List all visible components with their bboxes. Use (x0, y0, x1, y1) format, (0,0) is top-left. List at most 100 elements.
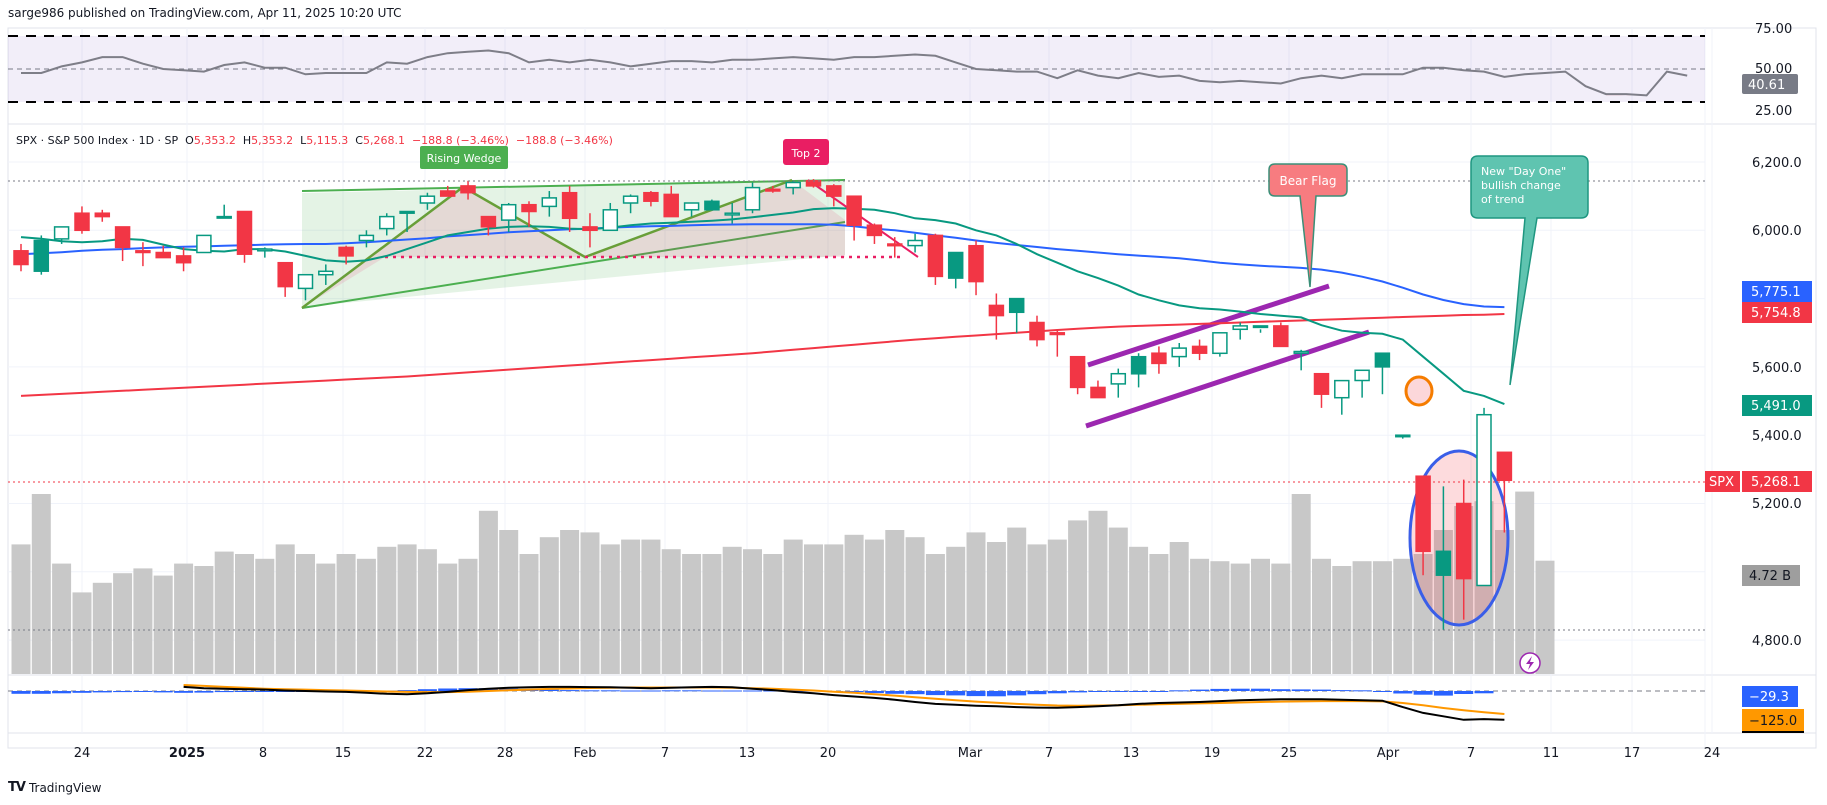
candle (622, 194, 639, 214)
ma-mid-line (20, 223, 1505, 309)
x-tick-label: 19 (1204, 746, 1221, 761)
candle (602, 202, 619, 232)
ma-mid-price-badge: 5,775.1 (1742, 281, 1812, 302)
x-tick-label: 15 (335, 746, 352, 761)
candle-body (13, 250, 29, 266)
x-tick-label: Feb (573, 746, 596, 761)
candle (704, 199, 720, 211)
volume-bar (397, 544, 417, 674)
volume-bar (153, 575, 173, 674)
gap-down-circle[interactable] (1404, 375, 1434, 407)
macd-histogram-bar (560, 690, 580, 692)
candle-body (846, 195, 862, 226)
candle (114, 226, 131, 262)
candle-body (1049, 332, 1066, 336)
macd-histogram-bar (153, 691, 173, 693)
candle (1354, 369, 1370, 398)
candle (277, 261, 293, 297)
volume-bar (11, 544, 31, 674)
candle (419, 192, 436, 210)
price-axis[interactable]: 75.00 50.00 25.00 40.61 6,200.0 6,000.0 … (1705, 22, 1812, 733)
svg-text:5,268.1: 5,268.1 (1751, 475, 1801, 490)
top2-label[interactable]: Top 2 (783, 139, 829, 165)
volume-bar (763, 554, 783, 674)
candle (1232, 322, 1248, 340)
svg-text:5,754.8: 5,754.8 (1751, 306, 1801, 321)
candle-body (1069, 355, 1086, 389)
candle-body (521, 203, 537, 213)
tradingview-brand: TradingView (28, 780, 102, 795)
lightning-event-icon[interactable] (1519, 652, 1541, 674)
price-tick-6000: 6,000.0 (1752, 224, 1802, 239)
volume-bar (743, 549, 762, 674)
bear-flag-upper-line[interactable] (1087, 283, 1330, 368)
candle-body (704, 200, 720, 211)
candle-body (1151, 352, 1167, 365)
candle (1273, 322, 1289, 348)
macd-histogram-bar (438, 688, 458, 691)
candle (236, 210, 253, 263)
volume-bar (377, 546, 397, 674)
macd-histogram-bar (1007, 691, 1027, 696)
volume-bar (72, 592, 92, 674)
x-tick-label: 17 (1624, 746, 1641, 761)
candle (1435, 486, 1452, 630)
legend-change: −188.8 (−3.46%) (411, 134, 509, 147)
macd-histogram-bar (72, 691, 92, 693)
candle (1029, 315, 1045, 347)
candle-body (724, 212, 740, 216)
candle-body (175, 255, 192, 264)
tradingview-logo[interactable]: TV TradingView (8, 780, 101, 795)
candle (947, 251, 964, 289)
macd-histogram-bar (194, 691, 214, 693)
candle (297, 273, 314, 301)
candle (1110, 368, 1127, 398)
zigzag-line[interactable] (301, 178, 793, 309)
macd-histogram-bar (1047, 691, 1067, 694)
candle-body (1171, 347, 1187, 358)
volume-bar (1068, 520, 1088, 674)
macd-histogram-bar (1474, 691, 1494, 694)
legend-close: 5,268.1 (362, 134, 405, 147)
candle-body (379, 215, 395, 230)
volume-bar (478, 510, 498, 674)
volume-bar (986, 542, 1006, 674)
macd-histogram-bar (661, 690, 681, 692)
candle-body (663, 193, 679, 218)
volume-bar (1027, 544, 1047, 674)
macd-histogram-bar (966, 691, 986, 697)
candle-body (94, 212, 111, 218)
candle (683, 202, 700, 217)
volume-bar (31, 494, 51, 674)
bear-flag-lower-line[interactable] (1085, 329, 1370, 429)
svg-text:4.72 B: 4.72 B (1749, 569, 1791, 584)
candle-body (1252, 325, 1269, 329)
rising-wedge-upper-line[interactable] (301, 179, 846, 192)
candle (866, 223, 883, 244)
candle-body (155, 251, 171, 259)
candle-body (277, 261, 293, 288)
macd-histogram-bar (1332, 690, 1352, 692)
candle-body (1374, 352, 1391, 368)
rising-wedge-lower-line[interactable] (301, 221, 846, 309)
day-one-text-line3: of trend (1481, 193, 1524, 206)
candle-body (318, 270, 334, 276)
candle-body (439, 190, 456, 197)
candle (785, 180, 801, 195)
candle (1049, 329, 1066, 357)
volume-bar (519, 554, 539, 674)
macd-signal-line (183, 684, 1505, 715)
time-axis[interactable]: 24 2025 8 15 22 28 Feb 7 13 20 Mar 7 13 19 25 Apr 7 11 17 2… (74, 746, 1721, 761)
rising-wedge-label[interactable]: Rising Wedge (420, 146, 508, 169)
volume-bar (458, 558, 478, 674)
day-one-text-line2: bullish change (1481, 179, 1561, 192)
candle (135, 242, 151, 267)
day-one-callout[interactable]: New "Day One" bullish change of trend (1470, 155, 1589, 386)
macd-histogram-bar (174, 691, 194, 693)
volume-bar (1210, 561, 1230, 674)
candle (1415, 475, 1431, 576)
bear-flag-callout[interactable]: Bear Flag (1268, 163, 1348, 288)
volume-bar (946, 546, 966, 674)
candle-body (744, 186, 761, 211)
